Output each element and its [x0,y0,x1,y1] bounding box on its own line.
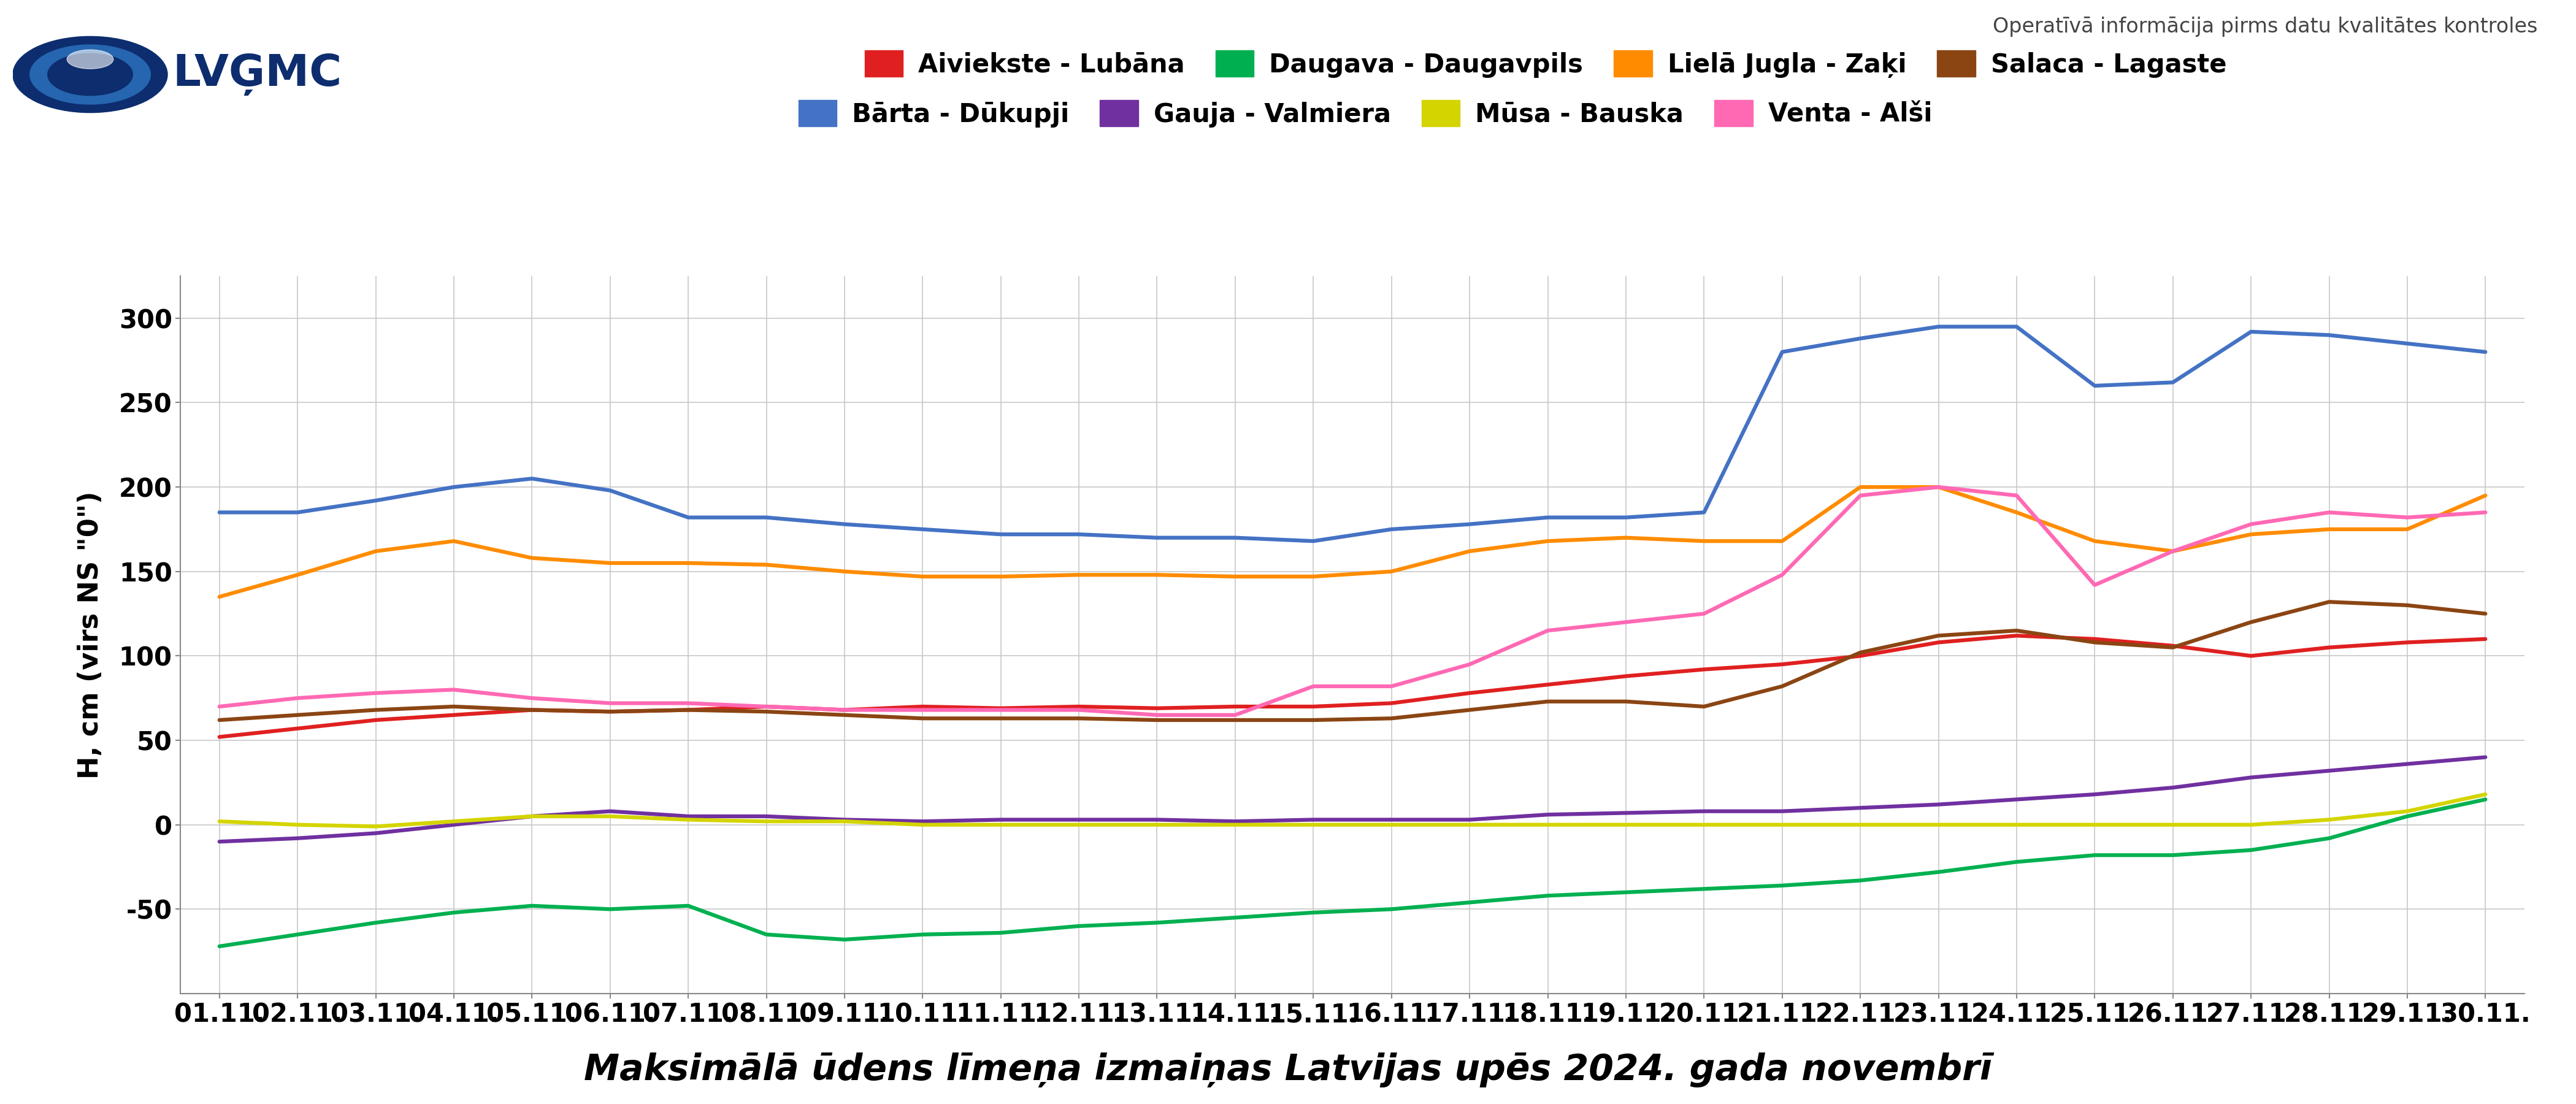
Legend: Aiviekste - Lubāna, Daugava - Daugavpils, Lielā Jugla - Zaķi, Salaca - Lagaste: Aiviekste - Lubāna, Daugava - Daugavpils… [855,41,2236,88]
Ellipse shape [67,50,113,68]
Circle shape [49,54,134,95]
Text: Maksimālā ūdens līmeņa izmaiņas Latvijas upēs 2024. gada novembrī: Maksimālā ūdens līmeņa izmaiņas Latvijas… [585,1052,1991,1087]
Legend: Bārta - Dūkupji, Gauja - Valmiera, Mūsa - Bauska, Venta - Alši: Bārta - Dūkupji, Gauja - Valmiera, Mūsa … [788,91,1942,138]
Y-axis label: H, cm (virs NS "0"): H, cm (virs NS "0") [77,491,103,778]
Text: LVĢMC: LVĢMC [173,53,343,96]
Circle shape [31,45,149,104]
Circle shape [13,36,167,113]
Text: Operatīvā informācija pirms datu kvalitātes kontroles: Operatīvā informācija pirms datu kvalitā… [1991,17,2537,36]
